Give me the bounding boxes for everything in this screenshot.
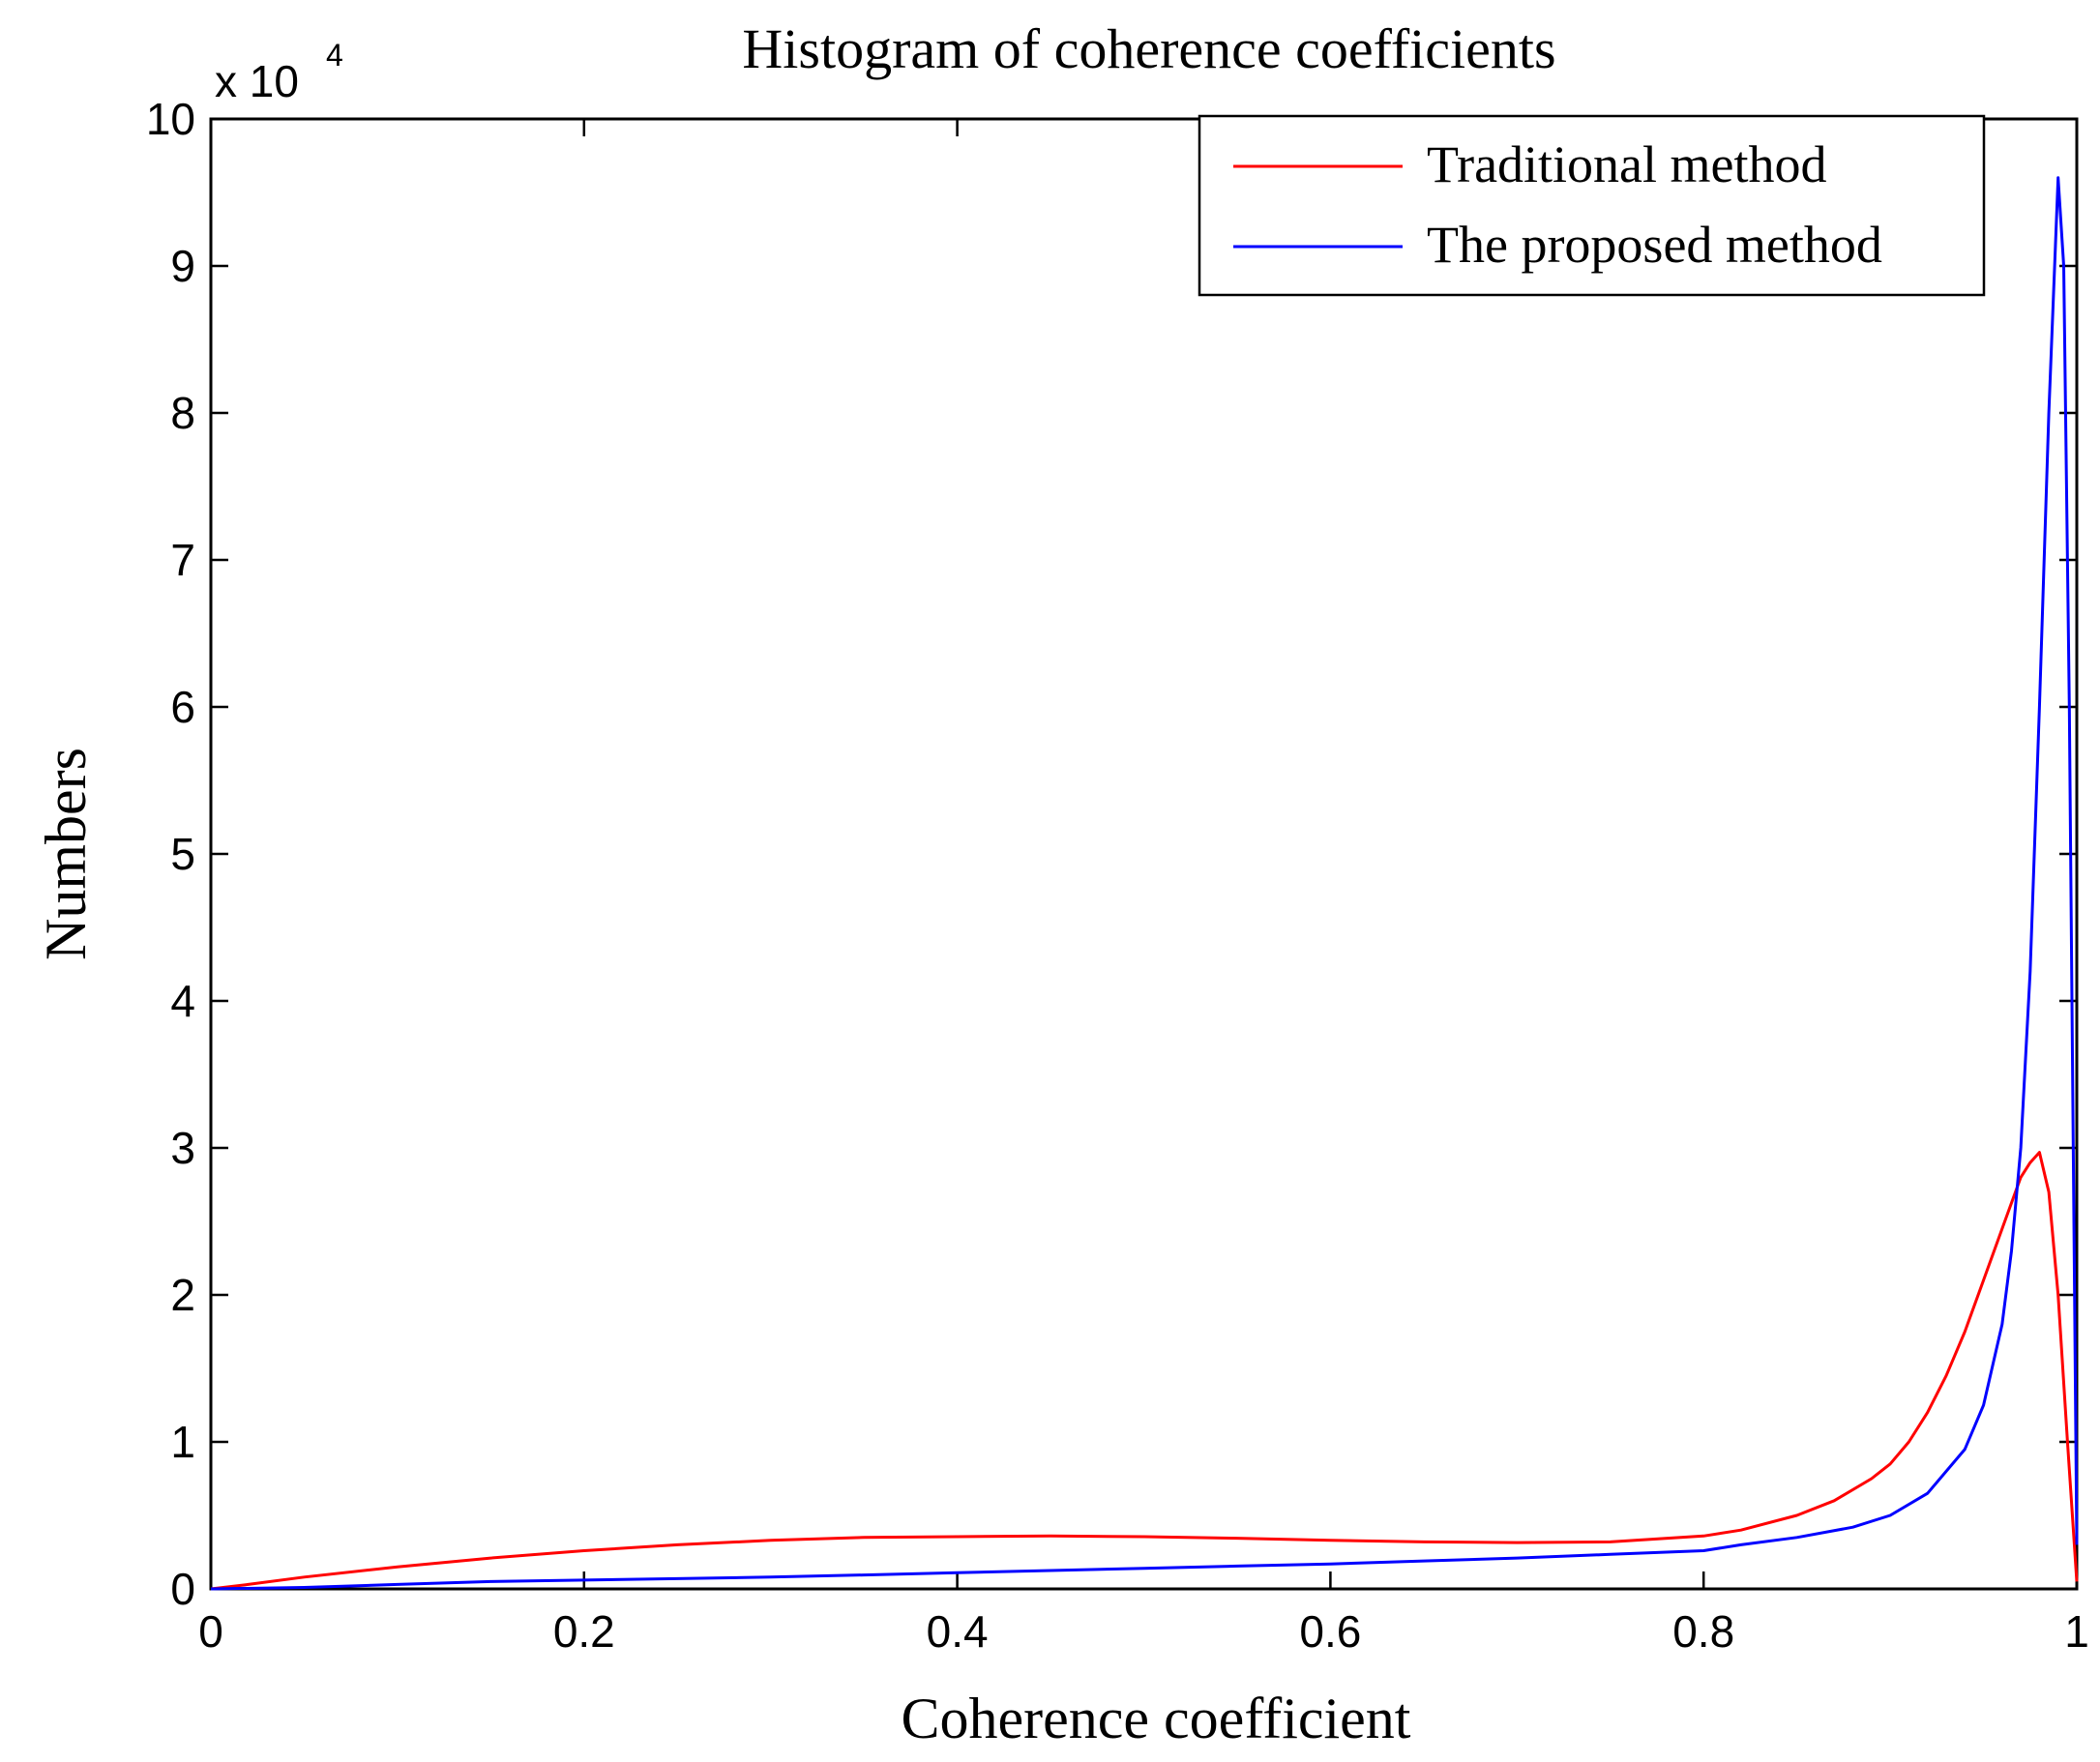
y-tick-label: 10 [146, 94, 195, 144]
series-line-traditional [210, 1151, 2079, 1591]
y-tick-label: 6 [170, 682, 195, 732]
y-tick-label: 0 [170, 1564, 195, 1614]
x-tick-label: 0.4 [927, 1606, 989, 1657]
legend-box [1198, 114, 1986, 297]
x-tick-label: 0 [198, 1606, 223, 1657]
legend-label-traditional: Traditional method [1427, 135, 1827, 193]
y-axis-label: Numbers [34, 748, 98, 960]
y-multiplier: x 10 4 [215, 38, 343, 106]
y-tick-label: 8 [170, 388, 195, 438]
y-tick-label: 5 [170, 829, 195, 879]
x-tick-label: 0.2 [553, 1606, 615, 1657]
chart-title: Histogram of coherence coefficients [742, 17, 1555, 80]
series-line-proposed [210, 176, 2079, 1591]
y-tick-label: 2 [170, 1270, 195, 1320]
x-tick-label: 1 [2064, 1606, 2089, 1657]
y-tick-label: 3 [170, 1123, 195, 1173]
plot-area [209, 117, 2079, 1591]
y-tick-label: 9 [170, 241, 195, 291]
y-axis-ticks: 0 1 2 3 4 5 6 7 8 9 10 [146, 94, 2077, 1614]
series-layer [210, 176, 2079, 1591]
y-multiplier-label: x 10 [215, 56, 299, 106]
y-multiplier-exponent: 4 [326, 38, 343, 73]
y-tick-label: 1 [170, 1417, 195, 1467]
x-axis-ticks: 0 0.2 0.4 0.6 0.8 1 [198, 119, 2089, 1657]
x-axis-label: Coherence coefficient [902, 1687, 1411, 1750]
legend: Traditional method The proposed method [1198, 114, 1986, 297]
y-tick-label: 4 [170, 976, 195, 1026]
x-tick-label: 0.6 [1299, 1606, 1361, 1657]
x-tick-label: 0.8 [1672, 1606, 1734, 1657]
legend-label-proposed: The proposed method [1427, 216, 1882, 274]
y-tick-label: 7 [170, 535, 195, 585]
